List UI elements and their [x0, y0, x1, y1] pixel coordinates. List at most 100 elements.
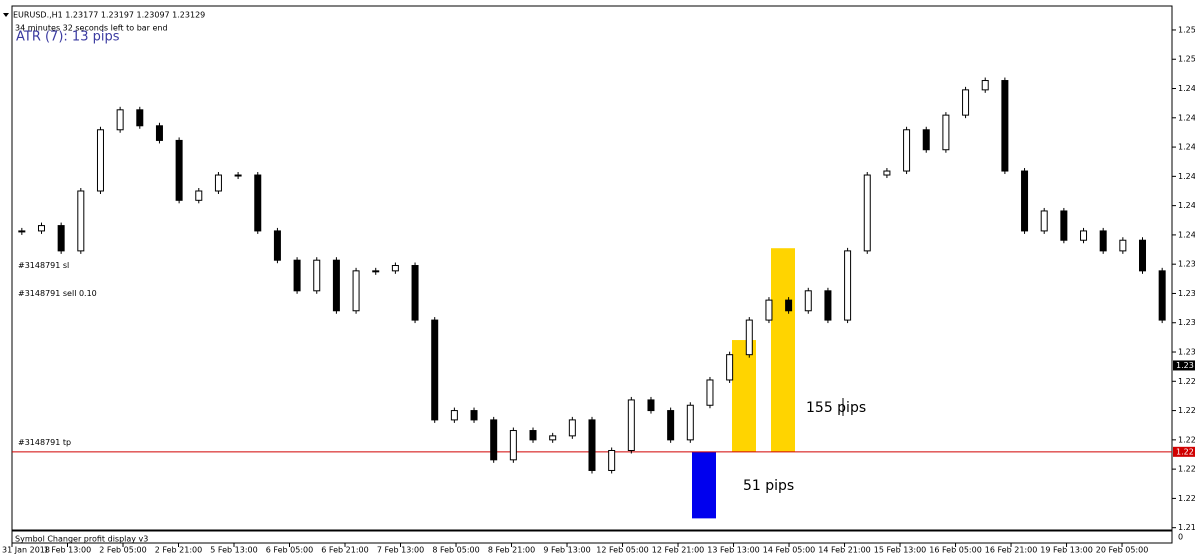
candle [273, 230, 281, 261]
x-tick-label: 19 Feb 13:00 [1040, 546, 1092, 555]
candle [372, 270, 380, 273]
candle [293, 259, 301, 292]
price-label-box [1173, 360, 1195, 371]
y-tick-label: 1.23 [1178, 348, 1195, 357]
y-tick-label: 1.24 [1178, 143, 1195, 152]
candle [450, 410, 458, 421]
y-tick-label: 1.23 [1178, 289, 1195, 298]
x-tick-label: 12 Feb 21:00 [652, 546, 704, 555]
price-label: 1.23 [1176, 361, 1194, 370]
x-tick-label: 7 Feb 13:00 [377, 546, 424, 555]
y-tick-label: 1.22 [1178, 435, 1195, 444]
candle [844, 250, 852, 321]
candle [96, 129, 104, 192]
candle [883, 170, 891, 176]
pips-label: 155 pips [806, 400, 866, 416]
x-tick-label: 16 Feb 21:00 [985, 546, 1037, 555]
indicator-label: ATR (7): 13 pips [16, 30, 120, 45]
candle [490, 419, 498, 461]
y-tick-label: 1.22 [1178, 465, 1195, 474]
candle [981, 80, 989, 91]
y-tick-label: 1.24 [1178, 172, 1195, 181]
y-tick-label: 1.24 [1178, 201, 1195, 210]
candle [470, 410, 478, 421]
x-tick-label: 15 Feb 13:00 [874, 546, 926, 555]
chart-subtitle: 34 minutes 32 seconds left to bar end [15, 24, 168, 33]
candle [706, 379, 714, 406]
x-tick-label: 20 Feb 05:00 [1096, 546, 1148, 555]
candle [529, 430, 537, 441]
candle [686, 404, 694, 441]
price-label: 1.22 [1176, 447, 1194, 456]
chart-title: EURUSD.,H1 1.23177 1.23197 1.23097 1.231… [13, 11, 205, 20]
y-tick-label: 1.21 [1178, 523, 1195, 532]
candle [726, 354, 734, 381]
menu-arrow[interactable] [3, 13, 9, 17]
candle [352, 270, 360, 312]
candle [1021, 170, 1029, 232]
candle [1158, 270, 1166, 321]
candle [962, 89, 970, 116]
candle [568, 419, 576, 437]
candle [608, 449, 616, 471]
x-tick-label: 6 Feb 21:00 [321, 546, 368, 555]
candle [1099, 230, 1107, 252]
y-tick-label: 1.24 [1178, 230, 1195, 239]
y-tick-label: 1.22 [1178, 406, 1195, 415]
x-tick-label: 13 Feb 13:00 [707, 546, 759, 555]
candle [77, 190, 85, 252]
candle [942, 114, 950, 151]
candle [863, 174, 871, 252]
price-label-box [1173, 446, 1195, 457]
pips-box [771, 248, 795, 452]
pips-box [732, 340, 756, 452]
candle [18, 230, 26, 233]
x-tick-label: 12 Feb 05:00 [596, 546, 648, 555]
x-tick-label: 2 Feb 05:00 [99, 546, 146, 555]
candle [1119, 239, 1127, 252]
candle [37, 225, 45, 232]
y-tick-label: 1.24 [1178, 84, 1195, 93]
candle [1080, 230, 1088, 241]
x-tick-label: 5 Feb 13:00 [210, 546, 257, 555]
subwindow-tick: 0 [1178, 533, 1183, 542]
candle [57, 225, 65, 252]
x-tick-label: 1 Feb 13:00 [44, 546, 91, 555]
pips-box [692, 451, 716, 519]
x-tick-label: 8 Feb 05:00 [432, 546, 479, 555]
candle [411, 265, 419, 321]
candle [214, 174, 222, 192]
candle [627, 399, 635, 451]
subwindow-label: Symbol Changer profit display v3 [15, 535, 148, 544]
candle [254, 174, 262, 232]
pips-label: 51 pips [743, 478, 794, 494]
x-tick-label: 16 Feb 05:00 [929, 546, 981, 555]
y-tick-label: 1.22 [1178, 494, 1195, 503]
candle [1139, 239, 1147, 272]
candle [391, 265, 399, 272]
candle [1001, 80, 1009, 172]
candle [431, 319, 439, 421]
candle [647, 399, 655, 412]
candle [332, 259, 340, 312]
order-label: #3148791 tp [18, 438, 71, 447]
order-label: #3148791 sell 0.10 [18, 289, 97, 298]
candle [922, 129, 930, 151]
y-tick-label: 1.24 [1178, 113, 1195, 122]
x-tick-label: 8 Feb 21:00 [488, 546, 535, 555]
candle [234, 174, 242, 177]
candle [509, 430, 517, 461]
y-tick-label: 1.23 [1178, 318, 1195, 327]
candle [765, 299, 773, 321]
candle [549, 435, 557, 441]
candle [785, 299, 793, 312]
y-tick-label: 1.25 [1178, 55, 1195, 64]
candle [1060, 210, 1068, 241]
y-tick-label: 1.25 [1178, 25, 1195, 34]
main-frame [11, 5, 1173, 531]
x-tick-label: 6 Feb 05:00 [266, 546, 313, 555]
y-tick-label: 1.22 [1178, 377, 1195, 386]
candle [824, 290, 832, 321]
candle [667, 410, 675, 441]
